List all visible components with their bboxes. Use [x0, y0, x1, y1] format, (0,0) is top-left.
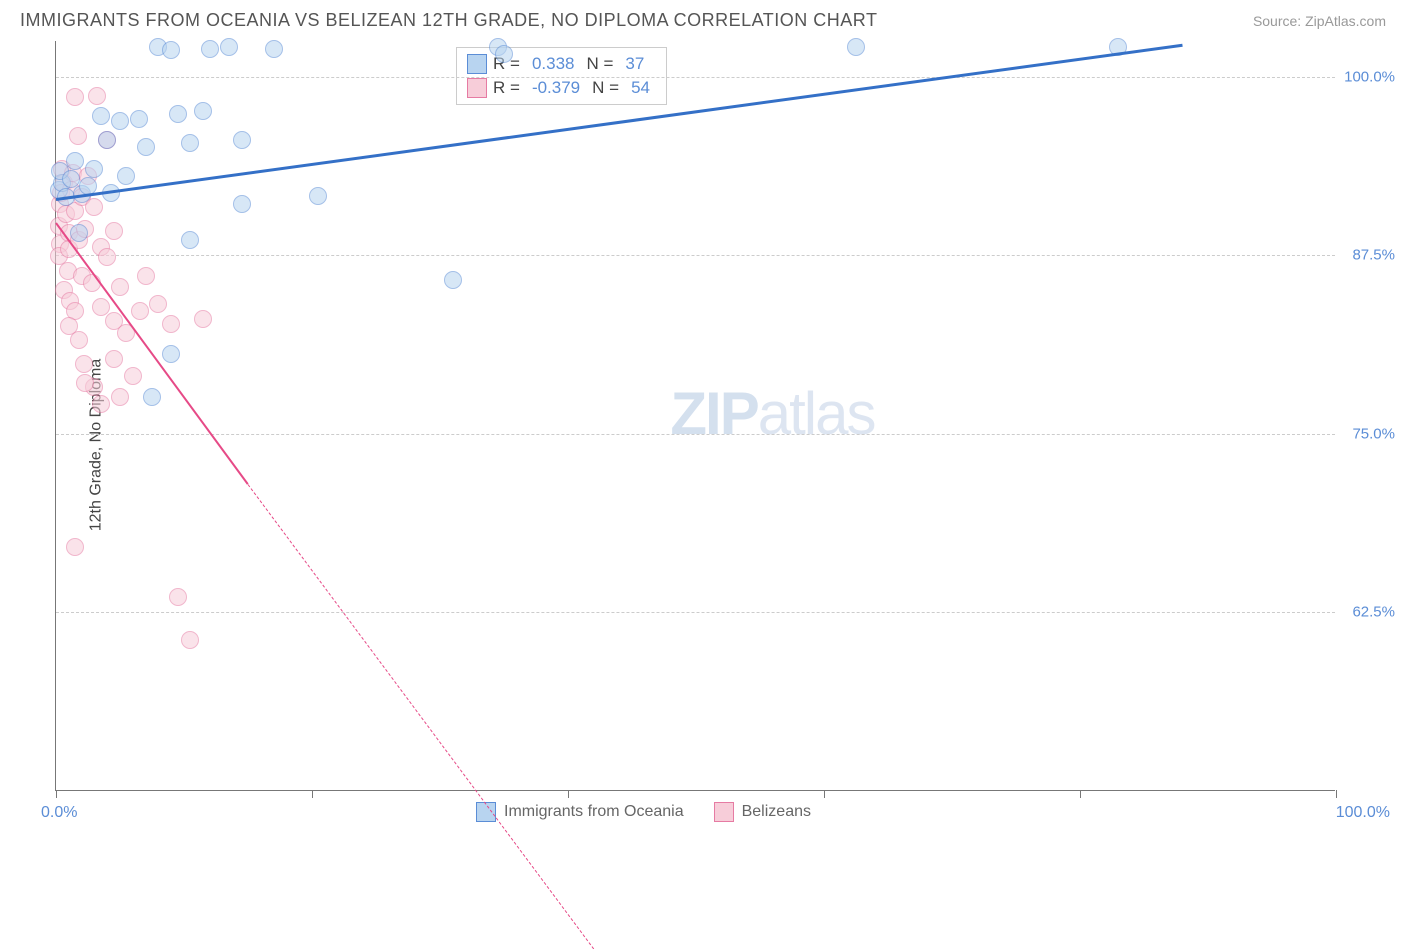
chart-container: 12th Grade, No Diploma ZIPatlas R =0.338… — [0, 36, 1406, 876]
scatter-point-oceania — [201, 40, 219, 58]
legend-swatch — [714, 802, 734, 822]
gridline-horizontal — [56, 612, 1335, 613]
legend-r-value: 0.338 — [526, 54, 581, 74]
scatter-point-belizean — [70, 331, 88, 349]
watermark: ZIPatlas — [670, 379, 874, 448]
scatter-point-belizean — [88, 87, 106, 105]
x-tick — [824, 790, 825, 798]
scatter-point-belizean — [194, 310, 212, 328]
scatter-point-belizean — [92, 395, 110, 413]
scatter-point-belizean — [162, 315, 180, 333]
scatter-point-oceania — [66, 152, 84, 170]
x-tick — [1080, 790, 1081, 798]
chart-title: IMMIGRANTS FROM OCEANIA VS BELIZEAN 12TH… — [20, 10, 877, 31]
scatter-point-oceania — [85, 160, 103, 178]
legend-series-item: Immigrants from Oceania — [476, 802, 684, 822]
scatter-point-oceania — [137, 138, 155, 156]
scatter-point-belizean — [149, 295, 167, 313]
scatter-point-belizean — [105, 222, 123, 240]
x-tick — [56, 790, 57, 798]
x-tick — [568, 790, 569, 798]
legend-n-value: 37 — [619, 54, 650, 74]
legend-series-item: Belizeans — [714, 802, 811, 822]
scatter-point-belizean — [137, 267, 155, 285]
scatter-point-belizean — [98, 248, 116, 266]
legend-series: Immigrants from Oceania Belizeans — [476, 802, 811, 822]
legend-series-label: Belizeans — [742, 803, 811, 821]
scatter-point-oceania — [233, 195, 251, 213]
trend-line-belizean-extrap — [248, 484, 594, 949]
legend-stats-row: R = -0.379 N = 54 — [467, 76, 656, 100]
x-tick — [1336, 790, 1337, 798]
trend-line-belizean — [55, 223, 249, 486]
scatter-point-oceania — [495, 45, 513, 63]
x-axis-min-label: 0.0% — [41, 804, 77, 822]
scatter-point-oceania — [117, 167, 135, 185]
scatter-point-belizean — [69, 127, 87, 145]
scatter-point-oceania — [194, 102, 212, 120]
scatter-point-belizean — [76, 374, 94, 392]
scatter-point-oceania — [309, 187, 327, 205]
scatter-point-oceania — [444, 271, 462, 289]
y-tick-label: 62.5% — [1352, 604, 1395, 621]
x-tick — [312, 790, 313, 798]
scatter-point-belizean — [105, 312, 123, 330]
chart-header: IMMIGRANTS FROM OCEANIA VS BELIZEAN 12TH… — [0, 0, 1406, 36]
x-axis-max-label: 100.0% — [1336, 804, 1390, 822]
scatter-point-oceania — [92, 107, 110, 125]
scatter-point-oceania — [162, 345, 180, 363]
gridline-horizontal — [56, 77, 1335, 78]
plot-area: ZIPatlas R =0.338N =37R =-0.379N =54 Imm… — [55, 41, 1335, 791]
scatter-point-belizean — [66, 538, 84, 556]
legend-n-value: 54 — [625, 78, 656, 98]
scatter-point-belizean — [66, 88, 84, 106]
scatter-point-belizean — [124, 367, 142, 385]
scatter-point-oceania — [181, 134, 199, 152]
scatter-point-belizean — [85, 198, 103, 216]
legend-series-label: Immigrants from Oceania — [504, 803, 684, 821]
scatter-point-oceania — [169, 105, 187, 123]
watermark-bold: ZIP — [670, 380, 757, 447]
scatter-point-oceania — [162, 41, 180, 59]
scatter-point-oceania — [130, 110, 148, 128]
gridline-horizontal — [56, 434, 1335, 435]
y-tick-label: 100.0% — [1344, 68, 1395, 85]
legend-r-value: -0.379 — [526, 78, 586, 98]
scatter-point-oceania — [111, 112, 129, 130]
legend-swatch — [467, 54, 487, 74]
gridline-horizontal — [56, 255, 1335, 256]
scatter-point-oceania — [98, 131, 116, 149]
y-tick-label: 75.0% — [1352, 425, 1395, 442]
scatter-point-oceania — [233, 131, 251, 149]
legend-n-label: N = — [592, 78, 619, 98]
scatter-point-oceania — [220, 38, 238, 56]
scatter-point-belizean — [111, 278, 129, 296]
scatter-point-belizean — [169, 588, 187, 606]
watermark-light: atlas — [758, 380, 875, 447]
source-attribution: Source: ZipAtlas.com — [1253, 13, 1386, 29]
y-tick-label: 87.5% — [1352, 247, 1395, 264]
scatter-point-oceania — [847, 38, 865, 56]
scatter-point-belizean — [181, 631, 199, 649]
scatter-point-belizean — [131, 302, 149, 320]
scatter-point-oceania — [181, 231, 199, 249]
scatter-point-belizean — [105, 350, 123, 368]
scatter-point-belizean — [75, 355, 93, 373]
scatter-point-oceania — [70, 224, 88, 242]
legend-swatch — [467, 78, 487, 98]
scatter-point-belizean — [111, 388, 129, 406]
legend-r-label: R = — [493, 78, 520, 98]
scatter-point-oceania — [143, 388, 161, 406]
legend-n-label: N = — [586, 54, 613, 74]
scatter-point-oceania — [265, 40, 283, 58]
